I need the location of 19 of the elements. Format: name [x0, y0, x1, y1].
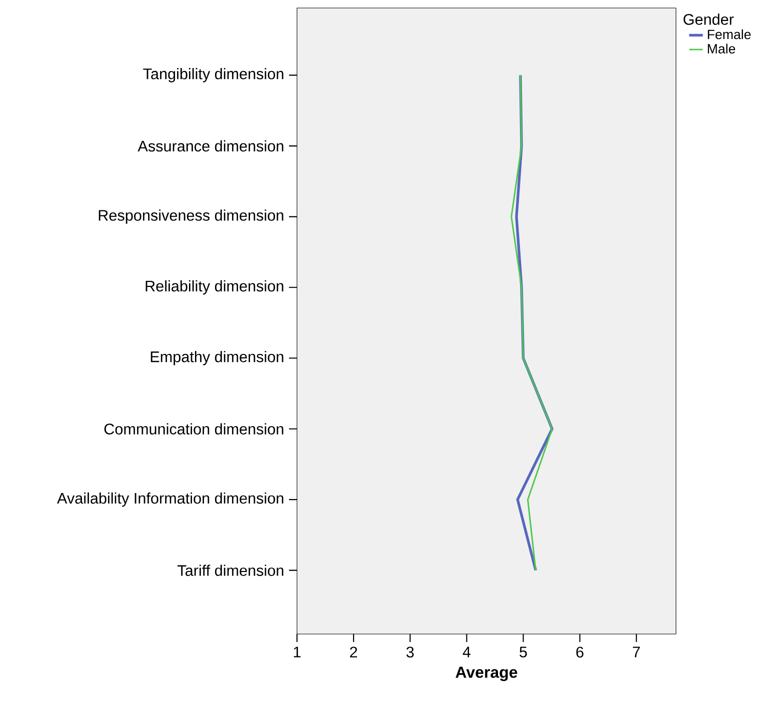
y-tick-label: Tariff dimension	[178, 564, 284, 576]
y-tick-label: Responsiveness dimension	[98, 210, 284, 224]
y-tick-label: Tangibility dimension	[143, 68, 284, 82]
x-axis-title: Average	[456, 666, 518, 682]
x-tick-label: 3	[406, 646, 414, 658]
x-tick-label: 5	[520, 646, 527, 658]
legend-label: Female	[708, 29, 751, 40]
x-tick-label: 2	[350, 646, 358, 658]
x-tick-label: 4	[462, 646, 471, 658]
x-tick-label: 6	[576, 646, 584, 658]
x-tick-label: 1	[294, 646, 301, 658]
x-tick-label: 7	[632, 646, 640, 658]
y-tick-label: Availability Information dimension	[57, 492, 284, 507]
y-tick-label: Reliability dimension	[146, 280, 284, 295]
y-tick-label: Empathy dimension	[150, 350, 284, 366]
legend-label: Male	[708, 44, 736, 54]
y-tick-label: Communication dimension	[104, 423, 284, 434]
legend-title: Gender	[684, 14, 734, 25]
y-tick-label: Assurance dimension	[138, 140, 284, 152]
